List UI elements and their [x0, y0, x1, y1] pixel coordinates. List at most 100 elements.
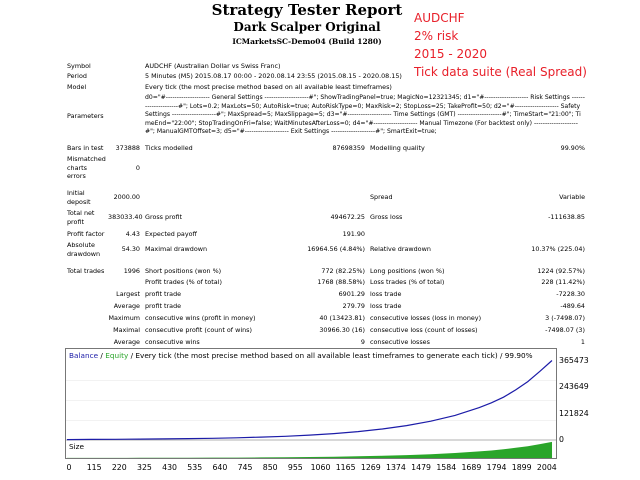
rel-drawdown-value: 10.37% (225.04): [531, 245, 585, 253]
max-consec-losses-value: 3 (-7498.07): [545, 314, 585, 322]
period-label: Period: [67, 72, 87, 80]
x-tick-label: 850: [262, 463, 278, 472]
y-tick-label: 365473: [559, 356, 589, 365]
profit-trades-label: Profit trades (% of total): [145, 278, 222, 286]
expected-payoff-label: Expected payoff: [145, 230, 197, 238]
x-tick-label: 640: [212, 463, 228, 472]
chart-title: Balance / Equity / Every tick (the most …: [69, 351, 533, 360]
avg-loss-label: loss trade: [370, 302, 402, 310]
avg-profit-label: profit trade: [145, 302, 182, 310]
overlay-symbol: AUDCHF: [414, 11, 465, 25]
avg-consec-losses-value: 1: [580, 338, 585, 346]
balance-line: [66, 360, 553, 441]
loss-trades-value: 228 (11.42%): [541, 278, 585, 286]
server-build: ICMarketsSC-Demo04 (Build 1280): [232, 37, 382, 46]
loss-trades-label: Loss trades (% of total): [370, 278, 445, 286]
legend-rest: / Every tick (the most precise method ba…: [128, 351, 533, 360]
max-consec-wins-value: 40 (13423.81): [319, 314, 365, 322]
expected-payoff-value: 191.90: [342, 230, 365, 238]
x-tick-label: 745: [237, 463, 253, 472]
y-tick-label: 121824: [559, 408, 589, 418]
quality-label: Modelling quality: [370, 144, 425, 152]
x-tick-label: 325: [136, 463, 152, 472]
long-positions-label: Long positions (won %): [370, 267, 445, 275]
maximal-label: Maximal: [113, 326, 140, 334]
maximal-consec-profit-value: 30966.30 (16): [319, 326, 365, 334]
y-tick-label: 243649: [559, 382, 589, 392]
x-tick-label: 2004: [536, 463, 557, 472]
y-tick-label: 0: [559, 435, 564, 444]
avg-consec-losses-label: consecutive losses: [370, 338, 430, 346]
largest-profit-value: 6901.29: [338, 290, 365, 298]
avg-consec-wins-label: consecutive wins: [145, 338, 200, 346]
net-profit-label: Total net profit: [67, 209, 95, 226]
x-tick-label: 1060: [310, 463, 331, 472]
chart-plot: [66, 360, 556, 458]
profit-factor-label: Profit factor: [67, 230, 105, 238]
x-tick-label: 115: [86, 463, 102, 472]
avg-consec-wins-value: 9: [360, 338, 365, 346]
x-tick-label: 1479: [411, 463, 432, 472]
quality-value: 99.90%: [560, 144, 585, 152]
legend-balance: Balance: [69, 351, 99, 360]
spread-value: Variable: [559, 193, 585, 201]
average-label: Average: [113, 302, 140, 310]
model-label: Model: [67, 83, 87, 91]
bars-value: 373888: [115, 144, 140, 152]
rel-drawdown-label: Relative drawdown: [370, 245, 431, 253]
spread-label: Spread: [370, 193, 393, 201]
largest-loss-label: loss trade: [370, 290, 402, 298]
x-tick-label: 1165: [335, 463, 356, 472]
max-drawdown-value: 16964.56 (4.84%): [307, 245, 365, 253]
mismatch-label: Mismatched charts errors: [67, 155, 106, 181]
x-tick-label: 955: [287, 463, 303, 472]
legend-equity: Equity: [105, 351, 129, 360]
maximal-consec-profit-label: consecutive profit (count of wins): [145, 326, 252, 334]
max-consec-wins-label: consecutive wins (profit in money): [145, 314, 256, 322]
x-tick-label: 1374: [386, 463, 406, 472]
abs-drawdown-value: 54.30: [121, 245, 140, 253]
period-value: 5 Minutes (M5) 2015.08.17 00:00 - 2020.0…: [145, 72, 402, 80]
x-tick-label: 1689: [461, 463, 482, 472]
expert-name: Dark Scalper Original: [233, 20, 381, 34]
symbol-label: Symbol: [67, 62, 91, 70]
x-tick-label: 1584: [436, 463, 457, 472]
ticks-value: 87698359: [332, 144, 365, 152]
maximal-consec-loss-value: -7498.07 (3): [545, 326, 585, 334]
average2-label: Average: [113, 338, 140, 346]
deposit-value: 2000.00: [113, 193, 140, 201]
overlay-years: 2015 - 2020: [414, 47, 488, 61]
gross-loss-label: Gross loss: [370, 213, 403, 221]
model-value: Every tick (the most precise method base…: [145, 83, 392, 91]
size-label: Size: [69, 442, 84, 451]
x-tick-label: 1269: [360, 463, 381, 472]
x-tick-label: 0: [66, 463, 72, 472]
avg-profit-value: 279.79: [342, 302, 365, 310]
short-positions-label: Short positions (won %): [145, 267, 222, 275]
gross-profit-label: Gross profit: [145, 213, 183, 221]
x-tick-label: 1899: [511, 463, 532, 472]
parameters-value: d0="#-------------------- General Settin…: [145, 94, 585, 136]
balance-chart: Balance / Equity / Every tick (the most …: [65, 348, 557, 459]
net-profit-value: 383033.40: [108, 213, 143, 221]
report-title: Strategy Tester Report: [211, 1, 403, 19]
profit-trades-value: 1768 (88.58%): [317, 278, 365, 286]
maximal-consec-loss-label: consecutive loss (count of losses): [370, 326, 478, 334]
largest-loss-value: -7228.30: [556, 290, 585, 298]
mismatch-value: 0: [135, 164, 140, 172]
long-positions-value: 1224 (92.57%): [537, 267, 585, 275]
total-trades-label: Total trades: [67, 267, 105, 275]
deposit-label: Initial deposit: [67, 189, 91, 206]
largest-label: Largest: [116, 290, 140, 298]
size-area: [67, 441, 553, 458]
max-drawdown-label: Maximal drawdown: [145, 245, 208, 253]
maximum-label: Maximum: [108, 314, 141, 322]
parameters-label: Parameters: [67, 112, 104, 120]
total-trades-value: 1996: [123, 267, 140, 275]
avg-loss-value: -489.64: [560, 302, 585, 310]
abs-drawdown-label: Absolute drawdown: [67, 241, 101, 258]
profit-factor-value: 4.43: [125, 230, 140, 238]
x-tick-label: 220: [111, 463, 127, 472]
ticks-label: Ticks modelled: [145, 144, 193, 152]
largest-profit-label: profit trade: [145, 290, 182, 298]
